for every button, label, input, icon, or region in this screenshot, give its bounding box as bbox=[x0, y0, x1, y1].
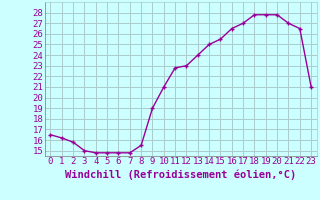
X-axis label: Windchill (Refroidissement éolien,°C): Windchill (Refroidissement éolien,°C) bbox=[65, 169, 296, 180]
